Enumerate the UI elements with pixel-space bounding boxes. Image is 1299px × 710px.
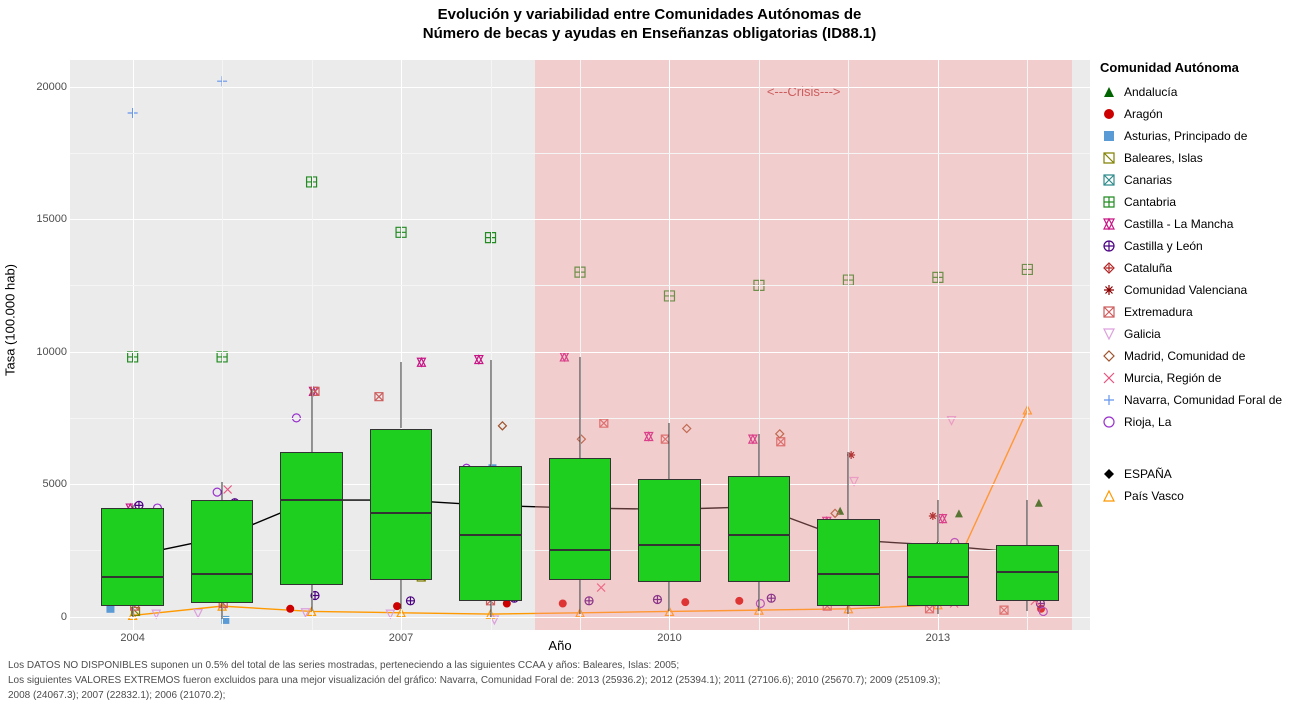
y-axis-label: Tasa (100.000 hab) [3,264,18,376]
legend-label: Castilla - La Mancha [1124,217,1233,231]
legend-label: ESPAÑA [1124,467,1172,481]
title-line2: Número de becas y ayudas en Enseñanzas o… [0,25,1299,44]
plot-area: <---Crisis---> [70,60,1090,630]
legend-item: Cataluña [1100,257,1295,279]
legend-label: Aragón [1124,107,1163,121]
legend-item: Castilla y León [1100,235,1295,257]
x-tick: 2010 [657,632,681,644]
y-tick: 20000 [17,81,67,93]
chart-title: Evolución y variabilidad entre Comunidad… [0,0,1299,44]
legend-label: Extremadura [1124,305,1193,319]
footnote-1: Los DATOS NO DISPONIBLES suponen un 0.5%… [8,658,940,673]
legend-item: Galicia [1100,323,1295,345]
plot-area-wrap: <---Crisis---> [70,60,1090,630]
legend-item: ESPAÑA [1100,463,1295,485]
boxplot-box [280,452,343,585]
legend: Comunidad Autónoma Andalucía Aragón Asturi… [1100,60,1295,507]
chart-container: Evolución y variabilidad entre Comunidad… [0,0,1299,710]
y-tick: 0 [17,611,67,623]
boxplot-box [370,429,433,580]
crisis-band [535,60,1072,630]
legend-label: Navarra, Comunidad Foral de [1124,393,1282,407]
legend-items: Andalucía Aragón Asturias, Principado de Ba… [1100,81,1295,433]
x-tick: 2007 [389,632,413,644]
legend-label: Baleares, Islas [1124,151,1203,165]
legend-item: Rioja, La [1100,411,1295,433]
legend-label: Galicia [1124,327,1161,341]
legend-label: Asturias, Principado de [1124,129,1247,143]
legend-series: ESPAÑA País Vasco [1100,463,1295,507]
legend-item: País Vasco [1100,485,1295,507]
legend-label: País Vasco [1124,489,1184,503]
legend-label: Castilla y León [1124,239,1203,253]
x-axis-label: Año [548,638,571,653]
boxplot-box [549,458,612,580]
footnotes: Los DATOS NO DISPONIBLES suponen un 0.5%… [8,658,940,703]
legend-label: Murcia, Región de [1124,371,1221,385]
boxplot-box [996,545,1059,601]
boxplot-box [728,476,791,582]
legend-item: Comunidad Valenciana [1100,279,1295,301]
legend-label: Canarias [1124,173,1172,187]
legend-item: Murcia, Región de [1100,367,1295,389]
legend-item: Aragón [1100,103,1295,125]
legend-label: Comunidad Valenciana [1124,283,1247,297]
legend-item: Canarias [1100,169,1295,191]
boxplot-box [191,500,254,603]
legend-item: Andalucía [1100,81,1295,103]
legend-item: Baleares, Islas [1100,147,1295,169]
legend-label: Madrid, Comunidad de [1124,349,1245,363]
y-tick: 15000 [17,213,67,225]
legend-label: Cantabria [1124,195,1176,209]
legend-title: Comunidad Autónoma [1100,60,1295,75]
legend-item: Extremadura [1100,301,1295,323]
y-tick: 5000 [17,478,67,490]
legend-label: Andalucía [1124,85,1177,99]
legend-label: Cataluña [1124,261,1172,275]
x-tick: 2013 [926,632,950,644]
x-tick: 2004 [120,632,144,644]
footnote-2: Los siguientes VALORES EXTREMOS fueron e… [8,673,940,688]
footnote-3: 2008 (24067.3); 2007 (22832.1); 2006 (21… [8,688,940,703]
y-tick: 10000 [17,346,67,358]
boxplot-box [907,543,970,607]
legend-item: Cantabria [1100,191,1295,213]
legend-label: Rioja, La [1124,415,1171,429]
legend-item: Asturias, Principado de [1100,125,1295,147]
title-line1: Evolución y variabilidad entre Comunidad… [0,6,1299,25]
boxplot-box [101,508,164,606]
boxplot-box [817,519,880,606]
legend-item: Castilla - La Mancha [1100,213,1295,235]
legend-item: Navarra, Comunidad Foral de [1100,389,1295,411]
boxplot-box [638,479,701,582]
legend-item: Madrid, Comunidad de [1100,345,1295,367]
